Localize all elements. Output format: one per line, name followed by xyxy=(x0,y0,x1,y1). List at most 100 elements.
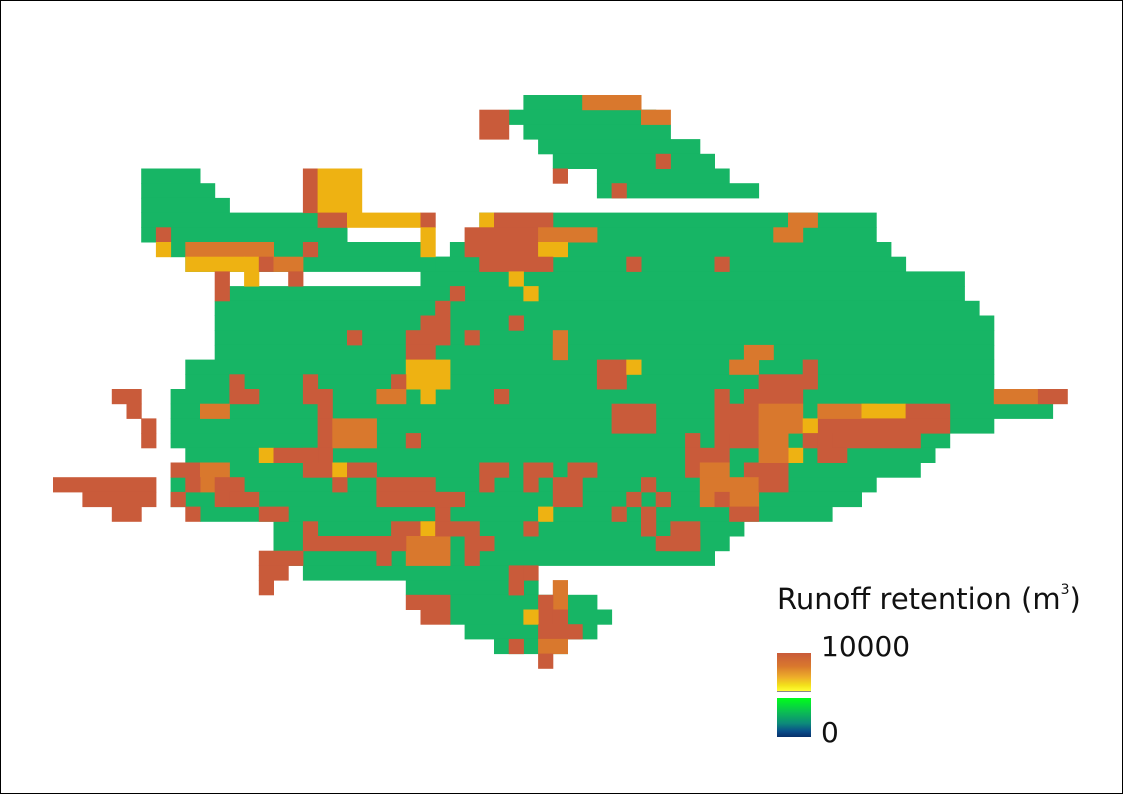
retention-patch xyxy=(288,271,304,287)
retention-patch xyxy=(405,359,451,390)
land-cell-row xyxy=(200,506,833,522)
retention-patch xyxy=(817,418,862,434)
retention-patch xyxy=(420,609,451,625)
retention-patch xyxy=(258,506,289,522)
retention-patch xyxy=(538,212,554,228)
retention-patch xyxy=(626,491,642,508)
retention-patch xyxy=(405,594,451,610)
retention-patch xyxy=(758,418,789,449)
retention-patch xyxy=(832,433,921,449)
retention-patch xyxy=(538,227,598,243)
retention-patch xyxy=(802,359,818,375)
retention-patch xyxy=(376,491,451,508)
retention-patch xyxy=(508,580,524,596)
retention-patch xyxy=(699,462,730,478)
retention-patch xyxy=(714,389,730,463)
retention-cell-outlier xyxy=(111,389,142,405)
retention-patch xyxy=(479,256,554,272)
retention-patch xyxy=(229,389,260,405)
retention-patch xyxy=(802,418,818,434)
retention-patch xyxy=(435,521,480,537)
retention-patch xyxy=(155,227,172,243)
retention-patch xyxy=(332,418,377,449)
retention-patch xyxy=(170,462,201,478)
retention-patch xyxy=(523,521,539,537)
land-cell-row xyxy=(596,168,730,184)
retention-patch xyxy=(361,536,407,552)
retention-patch xyxy=(405,344,436,361)
retention-patch xyxy=(1037,389,1068,405)
retention-patch xyxy=(258,447,274,463)
legend-max-label: 10000 xyxy=(821,630,911,663)
retention-patch xyxy=(185,477,201,493)
retention-patch xyxy=(244,256,260,287)
retention-patch xyxy=(508,315,524,331)
land-cell-row xyxy=(596,183,760,199)
retention-patch xyxy=(552,168,568,184)
retention-patch xyxy=(479,212,495,228)
retention-patch xyxy=(332,477,348,493)
land-cell-row xyxy=(170,491,863,508)
retention-patch xyxy=(802,433,818,449)
retention-patch xyxy=(258,256,274,272)
retention-patch xyxy=(494,389,510,405)
land-cell-row xyxy=(302,565,510,581)
retention-patch xyxy=(317,212,348,228)
retention-cell-outlier xyxy=(53,477,157,493)
retention-patch xyxy=(611,183,627,199)
land-cell-row xyxy=(214,300,980,316)
retention-patch xyxy=(552,477,583,508)
retention-patch xyxy=(523,462,554,478)
retention-patch xyxy=(508,271,524,287)
retention-patch xyxy=(641,109,671,125)
retention-patch xyxy=(479,109,510,140)
retention-patch xyxy=(435,300,451,316)
retention-cell-outlier xyxy=(111,506,142,522)
retention-patch xyxy=(729,359,760,375)
retention-patch xyxy=(552,609,568,625)
retention-patch xyxy=(773,227,804,243)
retention-patch xyxy=(435,491,466,508)
retention-cell-outlier xyxy=(141,433,157,449)
retention-patch xyxy=(302,168,319,214)
legend-title: Runoff retention (m3) xyxy=(777,582,1081,616)
retention-patch xyxy=(523,477,539,493)
land-cell-row xyxy=(214,344,995,361)
retention-patch xyxy=(185,506,201,522)
retention-patch xyxy=(788,212,818,228)
retention-patch xyxy=(347,212,421,228)
retention-patch xyxy=(714,433,730,449)
retention-patch xyxy=(347,462,377,478)
retention-patch xyxy=(685,433,701,449)
retention-patch xyxy=(464,550,480,566)
retention-patch xyxy=(655,491,671,508)
retention-patch xyxy=(788,447,804,463)
land-cell-row xyxy=(141,212,319,228)
retention-patch xyxy=(302,521,319,537)
land-cell-row xyxy=(523,95,583,111)
retention-patch xyxy=(302,536,363,552)
retention-patch xyxy=(494,212,539,228)
land-cell-row xyxy=(141,168,201,184)
retention-patch xyxy=(258,565,289,581)
retention-patch xyxy=(405,433,421,449)
retention-patch xyxy=(817,447,848,463)
retention-patch xyxy=(758,447,789,463)
retention-patch xyxy=(155,242,172,258)
retention-patch xyxy=(391,374,407,390)
retention-patch xyxy=(582,95,642,111)
retention-patch xyxy=(229,491,260,508)
land-cell-row xyxy=(523,124,671,140)
retention-patch xyxy=(861,403,907,419)
retention-patch xyxy=(464,330,480,346)
retention-patch xyxy=(611,506,627,522)
land-cell-row xyxy=(141,227,348,243)
retention-patch xyxy=(332,462,348,478)
retention-patch xyxy=(758,374,818,390)
retention-patch xyxy=(538,242,568,258)
retention-patch xyxy=(273,256,304,272)
retention-patch xyxy=(229,374,245,390)
land-cell-row xyxy=(141,183,216,199)
